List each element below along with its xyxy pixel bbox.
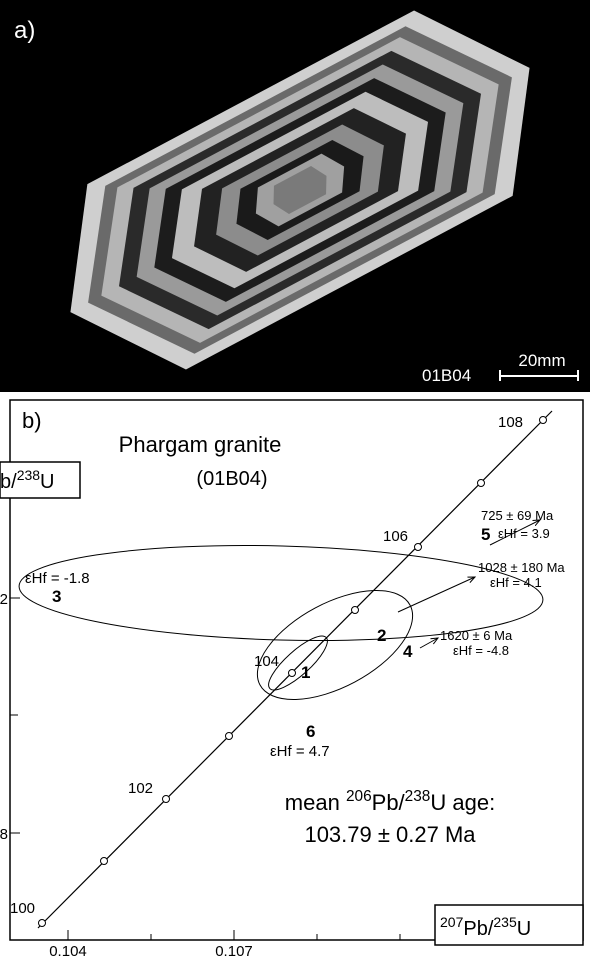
panel-label: a) [14, 17, 35, 44]
x-axis-label-sup: 235 [493, 914, 517, 930]
panel-b: b) Phargam granite (01B04) b/238U 6 2 8 … [0, 357, 583, 959]
mean-age-text: U age: [430, 790, 495, 815]
age-label: 1028 ± 180 Ma [478, 560, 565, 575]
ehf-label: εHf = -1.8 [25, 570, 90, 587]
spot-label: 5 [481, 525, 490, 544]
sample-label: 01B04 [422, 366, 471, 385]
age-label: 1620 ± 6 Ma [440, 628, 513, 643]
spot-label: 6 [306, 722, 315, 741]
panel-a: a) 01B04 20mm [0, 0, 590, 405]
spot-label: 1 [301, 663, 310, 682]
y-axis-label-text: U [40, 471, 54, 493]
x-axis-label-sup: 207 [440, 914, 464, 930]
ehf-label: εHf = 3.9 [498, 526, 550, 541]
panel-label: b) [22, 408, 42, 433]
spot-label: 2 [377, 626, 386, 645]
ehf-label: εHf = -4.8 [453, 643, 509, 658]
mean-age-label: mean 206Pb/238U age: [285, 788, 495, 815]
mean-age-value: 103.79 ± 0.27 Ma [304, 822, 476, 847]
concordia-age: 100 [10, 900, 35, 917]
age-label: 725 ± 69 Ma [481, 508, 554, 523]
sample-label: (01B04) [196, 468, 267, 490]
y-tick-label: 2 [0, 591, 8, 608]
mean-age-text: mean [285, 790, 346, 815]
y-axis-label-text: b/ [0, 471, 17, 493]
x-axis-label-text: Pb/ [463, 918, 493, 940]
y-tick-label: 8 [0, 826, 8, 843]
plot-frame [10, 400, 583, 940]
mean-age-text: Pb/ [372, 790, 406, 815]
figure: a) 01B04 20mm b) Phargam granite (01B04)… [0, 0, 590, 959]
y-tick-label: 6 [0, 357, 8, 374]
title: Phargam granite [119, 432, 282, 457]
mean-age-sup: 206 [346, 788, 372, 805]
mean-age-sup: 238 [405, 788, 431, 805]
concordia-age: 102 [128, 780, 153, 797]
concordia-age: 108 [498, 414, 523, 431]
concordia-age: 106 [383, 528, 408, 545]
scale-bar-label: 20mm [518, 351, 565, 370]
ehf-label: εHf = 4.7 [270, 743, 330, 760]
ehf-label: εHf = 4.1 [490, 575, 542, 590]
y-axis-label-sup: 238 [17, 467, 41, 483]
x-tick-label: 0.107 [215, 943, 253, 959]
spot-label: 4 [403, 642, 413, 661]
x-axis-label-text: U [517, 918, 531, 940]
concordia-curve [38, 411, 552, 928]
spot-label: 3 [52, 587, 61, 606]
x-tick-label: 0.104 [49, 943, 87, 959]
